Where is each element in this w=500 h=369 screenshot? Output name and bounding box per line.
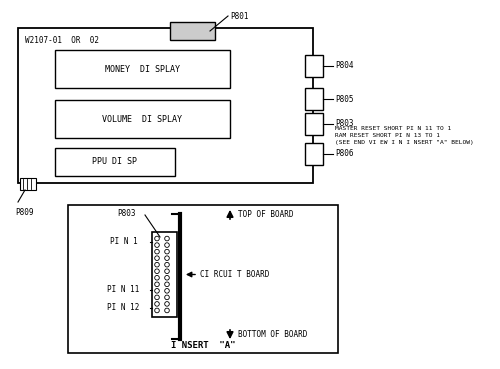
Text: P809: P809	[15, 208, 34, 217]
Text: MASTER RESET SHORT PI N 11 TO 1: MASTER RESET SHORT PI N 11 TO 1	[335, 126, 451, 131]
Text: TOP OF BOARD: TOP OF BOARD	[238, 210, 294, 219]
Text: P803: P803	[335, 120, 353, 128]
Circle shape	[164, 262, 170, 267]
Bar	[305, 143, 323, 165]
Bar	[305, 88, 323, 110]
Circle shape	[154, 262, 160, 267]
Circle shape	[154, 269, 160, 273]
Circle shape	[154, 236, 160, 241]
Text: PI N 12: PI N 12	[107, 303, 140, 313]
Text: MONEY  DI SPLAY: MONEY DI SPLAY	[105, 65, 180, 73]
Text: VOLUME  DI SPLAY: VOLUME DI SPLAY	[102, 114, 182, 124]
Circle shape	[154, 256, 160, 261]
Text: P801: P801	[230, 12, 248, 21]
Bar	[170, 22, 215, 40]
Bar	[18, 28, 313, 183]
Circle shape	[164, 282, 170, 287]
Bar	[152, 232, 177, 317]
Bar	[20, 178, 36, 190]
Circle shape	[154, 249, 160, 254]
Circle shape	[154, 243, 160, 247]
Text: P803: P803	[117, 210, 136, 218]
Circle shape	[164, 301, 170, 306]
Circle shape	[154, 295, 160, 300]
Circle shape	[164, 256, 170, 261]
Bar	[55, 148, 175, 176]
Text: P806: P806	[335, 149, 353, 159]
Circle shape	[164, 249, 170, 254]
Text: I NSERT  "A": I NSERT "A"	[171, 341, 235, 349]
Text: P805: P805	[335, 94, 353, 103]
Circle shape	[164, 269, 170, 273]
Text: PI N 11: PI N 11	[107, 286, 140, 294]
Bar	[55, 50, 230, 88]
Text: RAM RESET SHORT PI N 13 TO 1: RAM RESET SHORT PI N 13 TO 1	[335, 133, 440, 138]
Circle shape	[164, 289, 170, 293]
Text: W2107-01  OR  02: W2107-01 OR 02	[25, 36, 99, 45]
Circle shape	[164, 295, 170, 300]
Bar	[68, 205, 338, 353]
Bar	[55, 100, 230, 138]
Circle shape	[154, 282, 160, 287]
Bar	[305, 55, 323, 77]
Text: PI N 1: PI N 1	[110, 238, 138, 246]
Text: CI RCUI T BOARD: CI RCUI T BOARD	[200, 270, 270, 279]
Circle shape	[164, 276, 170, 280]
Circle shape	[154, 301, 160, 306]
Circle shape	[164, 308, 170, 313]
Text: PPU DI SP: PPU DI SP	[92, 158, 138, 166]
Circle shape	[154, 289, 160, 293]
Text: P804: P804	[335, 62, 353, 70]
Circle shape	[164, 236, 170, 241]
Text: (SEE END VI EW I N I NSERT "A" BELOW): (SEE END VI EW I N I NSERT "A" BELOW)	[335, 140, 474, 145]
Circle shape	[164, 243, 170, 247]
Circle shape	[154, 276, 160, 280]
Bar	[305, 113, 323, 135]
Text: BOTTOM OF BOARD: BOTTOM OF BOARD	[238, 330, 308, 339]
Circle shape	[154, 308, 160, 313]
